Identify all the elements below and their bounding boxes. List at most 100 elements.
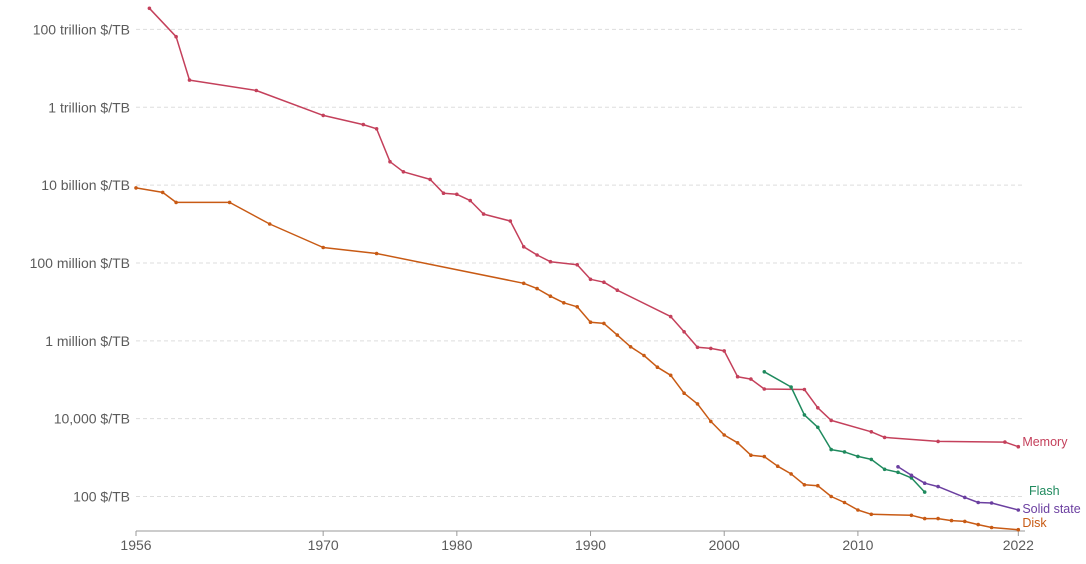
disk-point <box>642 353 646 358</box>
y-axis: 100 $/TB 10,000 $/TB 1 million $/TB 100 mil… <box>30 21 130 504</box>
memory-point <box>829 418 833 423</box>
disk-point <box>1016 527 1021 532</box>
disk-point <box>789 472 793 476</box>
disk-point <box>749 453 753 458</box>
memory-point <box>548 259 553 264</box>
y-tick-label: 100 trillion $/TB <box>33 21 130 37</box>
disk-point <box>695 402 700 406</box>
disk-point <box>575 305 579 309</box>
solid-state-point <box>963 495 967 500</box>
grid-lines <box>136 28 1025 498</box>
disk-point <box>521 281 526 286</box>
memory-point <box>695 345 700 350</box>
solid-state-point <box>909 473 914 478</box>
disk-point <box>321 245 326 250</box>
disk-point <box>160 190 165 195</box>
flash-point <box>869 457 874 462</box>
disk-point <box>682 391 686 396</box>
disk-point <box>628 345 633 349</box>
disk-point <box>668 373 673 378</box>
disk-point <box>709 419 713 424</box>
flash-label: Flash <box>1029 484 1060 498</box>
x-tick-label: 2010 <box>842 537 873 553</box>
flash-point <box>882 467 887 472</box>
memory-point <box>455 192 459 197</box>
solid-state-label: Solid state <box>1022 502 1080 516</box>
memory-line <box>148 7 1019 448</box>
flash-point <box>922 490 927 494</box>
memory-label: Memory <box>1022 435 1068 449</box>
memory-series <box>147 6 1021 449</box>
x-tick-label: 2000 <box>709 537 740 553</box>
flash-point <box>816 425 820 430</box>
memory-point <box>428 177 432 182</box>
memory-point <box>521 245 526 249</box>
disk-point <box>602 321 606 326</box>
disk-point <box>909 513 914 518</box>
disk-point <box>535 286 539 291</box>
y-tick-label: 10 billion $/TB <box>41 177 130 193</box>
x-axis: 1956 1970 1980 1990 2000 2010 2022 <box>120 530 1034 553</box>
memory-point <box>254 88 259 93</box>
memory-point <box>481 212 486 216</box>
y-tick-label: 100 $/TB <box>73 489 130 505</box>
disk-point <box>829 494 833 499</box>
disk-point <box>174 200 178 205</box>
disk-point <box>802 483 807 487</box>
disk-point <box>267 222 272 226</box>
disk-point <box>227 200 232 205</box>
disk-label: Disk <box>1022 516 1047 530</box>
memory-point <box>374 127 379 131</box>
memory-point <box>936 439 940 444</box>
disk-point <box>976 522 980 527</box>
disk-point <box>762 454 767 459</box>
flash-point <box>896 470 900 475</box>
disk-point <box>936 516 940 521</box>
disk-series <box>134 186 1021 532</box>
disk-point <box>949 518 954 523</box>
x-tick-label: 1956 <box>120 537 151 553</box>
disk-point <box>374 251 379 256</box>
disk-point <box>735 441 740 445</box>
disk-point <box>869 512 874 517</box>
memory-point <box>468 198 473 203</box>
memory-point <box>588 277 593 282</box>
disk-point <box>655 365 660 370</box>
memory-point <box>602 280 606 285</box>
disk-point <box>963 519 967 524</box>
solid-state-point <box>1016 508 1021 512</box>
disk-point <box>722 433 726 437</box>
y-tick-label: 10,000 $/TB <box>54 411 130 427</box>
disk-point <box>588 320 593 325</box>
flash-point <box>829 447 833 452</box>
disk-point <box>615 333 620 337</box>
x-tick-label: 1970 <box>308 537 339 553</box>
flash-point <box>802 413 807 417</box>
memory-point <box>816 406 820 410</box>
x-tick-label: 2022 <box>1003 537 1034 553</box>
disk-point <box>134 186 138 190</box>
memory-point <box>575 263 579 267</box>
memory-point <box>762 387 767 391</box>
flash-series <box>762 370 927 494</box>
disk-point <box>989 525 994 530</box>
memory-point <box>735 374 740 379</box>
solid-state-point <box>989 501 994 505</box>
disk-point <box>842 500 847 505</box>
memory-point <box>401 170 406 174</box>
solid-state-point <box>976 500 980 505</box>
memory-point <box>361 122 366 127</box>
disk-point <box>562 301 566 305</box>
disk-point <box>548 294 553 299</box>
memory-point <box>187 78 192 82</box>
memory-point <box>682 330 686 334</box>
memory-point <box>388 159 392 164</box>
solid-state-series <box>896 465 1021 512</box>
memory-point <box>722 349 726 353</box>
flash-point <box>909 476 914 480</box>
flash-point <box>856 454 860 459</box>
memory-point <box>869 430 874 434</box>
